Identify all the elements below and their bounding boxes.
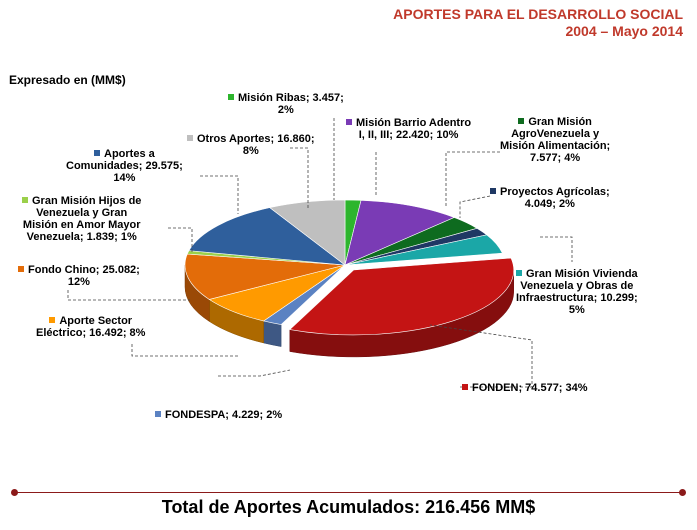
slice-label-line: FONDESPA; 4.229; 2%: [155, 409, 282, 421]
legend-swatch-6: [155, 411, 161, 417]
slice-label-7: Aporte Sector Eléctrico; 16.492; 8%: [36, 315, 145, 339]
slice-label-0: Misión Ribas; 3.457; 2%: [228, 92, 344, 116]
pie-slice-side-6: [263, 320, 282, 347]
slice-label-line: Gran Misión Vivienda: [516, 268, 638, 280]
units-label: Expresado en (MM$): [9, 73, 126, 87]
divider-dot-right: [679, 489, 686, 496]
leader-lines: [67, 118, 573, 388]
pie-slice-11: [269, 199, 346, 266]
slice-label-line: Gran Misión Hijos de: [22, 195, 141, 207]
legend-swatch-1: [346, 119, 352, 125]
slice-label-line: Aporte Sector: [36, 315, 145, 327]
slice-label-9: Gran Misión Hijos de Venezuela y Gran Misi…: [22, 195, 141, 243]
leader-line-11: [290, 147, 309, 208]
legend-swatch-8: [18, 266, 24, 272]
leader-line-6: [218, 369, 291, 377]
slice-label-line: I, II, III; 22.420; 10%: [358, 129, 459, 141]
slice-label-line: Infraestructura; 10.299;: [516, 292, 638, 304]
slice-label-line: Aportes a: [66, 148, 183, 160]
slice-label-6: FONDESPA; 4.229; 2%: [155, 409, 282, 421]
slice-label-line: Venezuela y Gran: [36, 207, 128, 219]
pie-slice-5: [289, 257, 514, 336]
slice-label-5: FONDEN; 74.577; 34%: [462, 382, 588, 394]
slice-label-line: Venezuela y Obras de: [520, 280, 634, 292]
slice-label-1: Misión Barrio Adentro I, II, III; 22.420;…: [346, 117, 471, 141]
slice-label-line: 5%: [568, 304, 585, 316]
legend-swatch-2: [518, 118, 525, 124]
slice-label-line: 4.049; 2%: [524, 198, 575, 210]
slice-label-line: Proyectos Agrícolas;: [490, 186, 610, 198]
slice-label-line: Gran Misión: [500, 116, 610, 128]
slice-label-line: Comunidades; 29.575;: [66, 160, 183, 172]
slice-label-4: Gran Misión Vivienda Venezuela y Obras de…: [516, 268, 638, 316]
slice-label-line: 2%: [277, 104, 294, 116]
slice-label-line: AgroVenezuela y: [511, 128, 600, 140]
slice-label-line: Misión Barrio Adentro: [346, 117, 471, 129]
slice-label-line: Eléctrico; 16.492; 8%: [36, 327, 146, 339]
leader-line-2: [445, 151, 500, 208]
slice-label-line: 14%: [113, 172, 136, 184]
legend-swatch-3: [490, 188, 496, 194]
pie-slice-1: [344, 200, 455, 266]
footer-divider: [14, 492, 683, 493]
legend-swatch-10: [94, 150, 100, 156]
legend-swatch-0: [228, 94, 234, 100]
pie-slice-8: [184, 253, 346, 300]
slice-label-line: 12%: [67, 276, 90, 288]
legend-swatch-5: [462, 384, 468, 390]
slice-label-10: Aportes a Comunidades; 29.575; 14%: [66, 148, 183, 184]
slice-label-line: 7.577; 4%: [530, 152, 581, 164]
slice-label-line: Misión Alimentación;: [500, 140, 611, 152]
total-label: Total de Aportes Acumulados: 216.456 MM$: [161, 497, 536, 517]
slice-label-8: Fondo Chino; 25.082; 12%: [18, 264, 140, 288]
leader-line-5: [429, 324, 533, 388]
legend-swatch-9: [22, 197, 28, 203]
slice-label-line: Misión en Amor Mayor: [22, 219, 141, 231]
pie-slice-4: [344, 234, 503, 266]
legend-swatch-4: [516, 270, 522, 276]
slice-label-11: Otros Aportes; 16.860; 8%: [187, 133, 315, 157]
leader-line-7: [131, 344, 240, 357]
leader-line-9: [168, 227, 193, 252]
chart-title: APORTES PARA EL DESARROLLO SOCIAL: [393, 6, 683, 22]
divider-dot-left: [11, 489, 18, 496]
slice-label-line: Fondo Chino; 25.082;: [18, 264, 140, 276]
leader-line-10: [200, 175, 239, 214]
slice-label-line: FONDEN; 74.577; 34%: [462, 382, 588, 394]
slice-label-line: Misión Ribas; 3.457;: [228, 92, 344, 104]
slice-label-2: Gran Misión AgroVenezuela y Misión Aliment…: [500, 116, 610, 164]
slice-label-line: Venezuela; 1.839; 1%: [26, 231, 137, 243]
pie-slice-10: [188, 207, 347, 266]
slice-label-line: 8%: [242, 145, 259, 157]
slice-label-line: Otros Aportes; 16.860;: [187, 133, 315, 145]
slice-tops: [184, 199, 514, 336]
leader-line-8: [67, 290, 190, 301]
legend-swatch-11: [187, 135, 193, 141]
leader-line-3: [459, 195, 491, 218]
chart-subtitle: 2004 – Mayo 2014: [565, 23, 683, 39]
legend-swatch-7: [49, 317, 56, 323]
slice-label-3: Proyectos Agrícolas; 4.049; 2%: [490, 186, 610, 210]
leader-line-4: [540, 236, 573, 262]
pie-chart: [67, 118, 573, 388]
